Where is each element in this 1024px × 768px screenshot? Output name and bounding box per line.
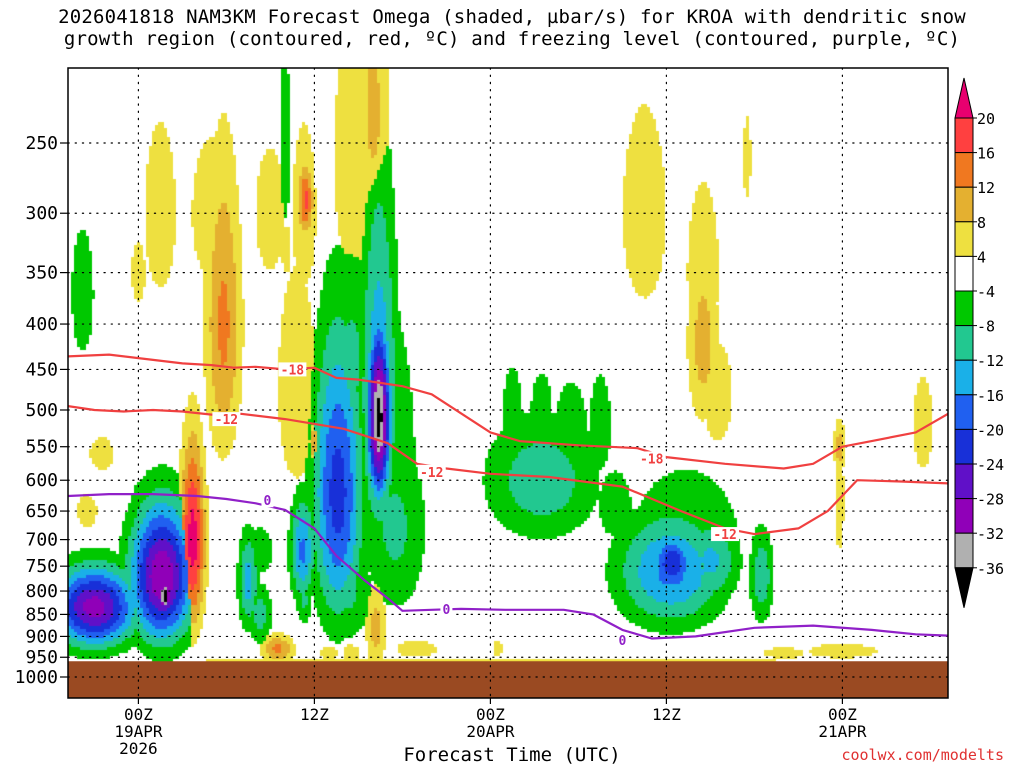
- contour-line-2: [68, 493, 948, 640]
- colorbar-label-10: -24: [977, 456, 1004, 474]
- x-tick-label-2: 00Z: [476, 705, 505, 724]
- contour-label-0-1: -18: [640, 452, 664, 467]
- y-tick-label-900: 900: [25, 626, 58, 647]
- colorbar-segment-7: [954, 325, 974, 361]
- chart-title-line-1: 2026041818 NAM3KM Forecast Omega (shaded…: [58, 6, 966, 28]
- ground-layer: [68, 661, 948, 698]
- colorbar: 20 16 12 8 4 -4 -8 -12 -16 -20 -24 -28 -32 -36: [954, 77, 1004, 608]
- colorbar-segment-6: [954, 290, 974, 327]
- omega-shading-raster: [68, 68, 948, 698]
- x-tick-date-4: 21APR: [818, 722, 867, 741]
- colorbar-label-6: -8: [977, 318, 995, 336]
- colorbar-label-5: -4: [977, 283, 995, 301]
- colorbar-label-13: -36: [977, 560, 1004, 578]
- contour-label-bg-0-1: [637, 451, 666, 466]
- contour-label-bg-2-0: [261, 493, 274, 508]
- y-tick-label-550: 550: [25, 437, 58, 458]
- contour-label-bg-1-1: [417, 464, 446, 479]
- y-tick-label-600: 600: [25, 470, 58, 491]
- contour-label-bg-0-0: [278, 362, 307, 377]
- watermark: coolwx.com/modelts: [841, 746, 1004, 764]
- colorbar-label-7: -12: [977, 352, 1004, 370]
- y-tick-label-1000: 1000: [15, 667, 58, 688]
- colorbar-label-1: 16: [977, 145, 995, 163]
- colorbar-segment-0: [954, 77, 974, 119]
- contour-line-0: [68, 353, 948, 470]
- contour-label-bg-2-1: [440, 601, 453, 616]
- y-tick-label-350: 350: [25, 263, 58, 284]
- x-tick-label-1: 12Z: [300, 705, 329, 724]
- y-tick-label-700: 700: [25, 530, 58, 551]
- y-tick-label-450: 450: [25, 359, 58, 380]
- x-tick-label-3: 12Z: [652, 705, 681, 724]
- colorbar-label-12: -32: [977, 525, 1004, 543]
- contour-label-1-1: -12: [420, 466, 443, 481]
- plot-frame: [67, 67, 949, 699]
- colorbar-label-9: -20: [977, 421, 1004, 439]
- colorbar-segment-3: [954, 186, 974, 223]
- x-tick-label-4: 00Z: [828, 705, 857, 724]
- colorbar-label-8: -16: [977, 387, 1004, 405]
- contour-label-1-0: -12: [215, 413, 238, 428]
- colorbar-segment-10: [954, 428, 974, 465]
- colorbar-label-4: 4: [977, 248, 986, 266]
- colorbar-segment-13: [954, 532, 974, 569]
- contour-label-bg-1-2: [711, 527, 740, 542]
- contour-label-2-1: 0: [442, 603, 450, 618]
- y-tick-label-750: 750: [25, 556, 58, 577]
- colorbar-label-3: 8: [977, 214, 986, 232]
- grid-layer: [68, 68, 948, 698]
- colorbar-segment-11: [954, 463, 974, 500]
- y-tick-label-650: 650: [25, 501, 58, 522]
- colorbar-segment-2: [954, 152, 974, 188]
- contour-label-0-0: -18: [281, 363, 305, 378]
- colorbar-label-11: -28: [977, 491, 1004, 509]
- contour-layer: -18 -18 -12 -12 -12 0 0 0: [68, 353, 948, 649]
- colorbar-segment-14: [954, 567, 974, 608]
- contour-label-2-0: 0: [264, 494, 272, 509]
- y-tick-label-500: 500: [25, 400, 58, 421]
- y-tick-label-400: 400: [25, 314, 58, 335]
- contour-label-bg-1-0: [212, 412, 241, 427]
- colorbar-label-2: 12: [977, 179, 995, 197]
- x-tick-label-0: 00Z: [124, 705, 153, 724]
- y-tick-label-250: 250: [25, 133, 58, 154]
- x-axis-title: Forecast Time (UTC): [403, 744, 621, 766]
- x-tick-date-2: 20APR: [466, 722, 515, 741]
- colorbar-segment-5: [954, 255, 974, 292]
- colorbar-label-0: 20: [977, 110, 995, 128]
- x-tick-year-0: 2026: [119, 739, 158, 758]
- omega-shaded-field: [68, 68, 948, 698]
- chart-title-line-2: growth region (contoured, red, ºC) and f…: [63, 28, 961, 50]
- colorbar-segment-8: [954, 359, 974, 396]
- axis-layer: 2503003504004505005506006507007508008509…: [15, 133, 867, 758]
- ground-surface: [68, 661, 948, 698]
- contour-label-bg-2-2: [616, 632, 629, 647]
- y-tick-label-850: 850: [25, 604, 58, 625]
- colorbar-segment-9: [954, 394, 974, 430]
- colorbar-segment-4: [954, 221, 974, 257]
- y-tick-label-950: 950: [25, 647, 58, 668]
- y-tick-label-800: 800: [25, 581, 58, 602]
- contour-line-1: [68, 405, 948, 536]
- colorbar-segment-1: [954, 117, 974, 154]
- contour-label-1-2: -12: [713, 528, 736, 543]
- chart-title: 2026041818 NAM3KM Forecast Omega (shaded…: [0, 6, 1024, 50]
- colorbar-segment-12: [954, 498, 974, 534]
- contour-label-2-2: 0: [618, 634, 626, 649]
- x-tick-date-0: 19APR: [114, 722, 163, 741]
- y-tick-label-300: 300: [25, 203, 58, 224]
